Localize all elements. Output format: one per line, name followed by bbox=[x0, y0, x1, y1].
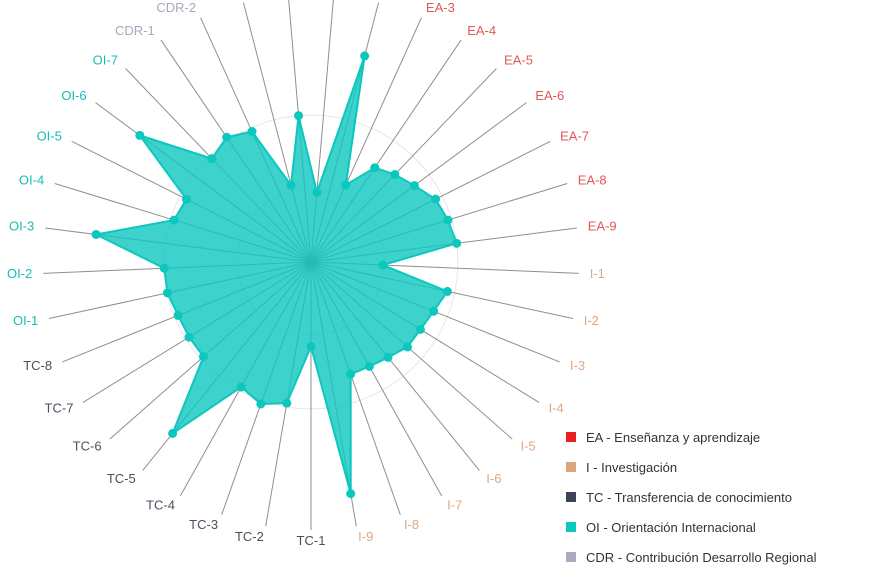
data-point-cdr-1[interactable] bbox=[222, 132, 232, 142]
data-point-i-9[interactable] bbox=[346, 489, 356, 499]
axis-label-oi-7: OI-7 bbox=[93, 53, 118, 68]
axis-label-tc-7: TC-7 bbox=[45, 400, 74, 415]
axis-label-ea-7: EA-7 bbox=[560, 128, 589, 143]
axis-label-oi-4: OI-4 bbox=[19, 172, 44, 187]
axis-label-ea-5: EA-5 bbox=[504, 53, 533, 68]
data-point-tc-1[interactable] bbox=[306, 341, 316, 351]
data-point-ea-7[interactable] bbox=[431, 194, 441, 204]
legend-item-i[interactable]: I - Investigación bbox=[566, 452, 816, 482]
legend-swatch-cdr bbox=[566, 552, 576, 562]
legend-item-tc[interactable]: TC - Transferencia de conocimiento bbox=[566, 482, 816, 512]
data-point-oi-5[interactable] bbox=[181, 194, 191, 204]
axis-label-ea-4: EA-4 bbox=[467, 23, 496, 38]
legend-label-i: I - Investigación bbox=[586, 459, 678, 475]
axis-label-tc-3: TC-3 bbox=[189, 517, 218, 532]
axis-label-cdr-1: CDR-1 bbox=[115, 23, 155, 38]
legend-swatch-ea bbox=[566, 432, 576, 442]
legend-item-cdr[interactable]: CDR - Contribución Desarrollo Regional bbox=[566, 542, 816, 572]
axis-label-tc-6: TC-6 bbox=[73, 438, 102, 453]
radar-series bbox=[95, 54, 458, 495]
axis-label-i-7: I-7 bbox=[447, 498, 462, 513]
axis-label-ea-9: EA-9 bbox=[588, 219, 617, 234]
legend-swatch-oi bbox=[566, 522, 576, 532]
radar-points bbox=[91, 51, 462, 499]
axis-label-ea-6: EA-6 bbox=[535, 88, 564, 103]
data-point-tc-5[interactable] bbox=[168, 428, 178, 438]
axis-label-tc-4: TC-4 bbox=[146, 498, 175, 513]
data-point-tc-6[interactable] bbox=[199, 352, 209, 362]
data-point-ea-9[interactable] bbox=[452, 238, 462, 248]
data-point-ea-5[interactable] bbox=[390, 170, 400, 180]
data-point-ea-2[interactable] bbox=[360, 51, 370, 61]
axis-label-i-2: I-2 bbox=[584, 313, 599, 328]
data-point-i-8[interactable] bbox=[346, 369, 356, 379]
axis-label-tc-2: TC-2 bbox=[235, 529, 264, 544]
data-point-oi-6[interactable] bbox=[135, 130, 145, 140]
axis-label-i-1: I-1 bbox=[590, 266, 605, 281]
data-point-tc-8[interactable] bbox=[173, 310, 183, 320]
legend-item-oi[interactable]: OI - Orientación Internacional bbox=[566, 512, 816, 542]
axis-label-tc-1: TC-1 bbox=[297, 533, 326, 548]
legend-item-ea[interactable]: EA - Enseñanza y aprendizaje bbox=[566, 422, 816, 452]
axis-label-i-6: I-6 bbox=[486, 471, 501, 486]
radar-axis-labels: EA-1EA-2EA-3EA-4EA-5EA-6EA-7EA-8EA-9I-1I… bbox=[7, 0, 617, 548]
axis-label-cdr-2: CDR-2 bbox=[156, 0, 196, 15]
axis-label-oi-5: OI-5 bbox=[37, 128, 62, 143]
data-point-cdr-4[interactable] bbox=[294, 111, 304, 121]
data-point-oi-1[interactable] bbox=[162, 288, 172, 298]
data-point-ea-4[interactable] bbox=[370, 163, 380, 173]
data-point-i-4[interactable] bbox=[415, 324, 425, 334]
axis-label-i-5: I-5 bbox=[520, 438, 535, 453]
data-point-i-6[interactable] bbox=[383, 352, 393, 362]
axis-label-i-9: I-9 bbox=[358, 529, 373, 544]
axis-label-oi-2: OI-2 bbox=[7, 266, 32, 281]
data-point-i-5[interactable] bbox=[402, 342, 412, 352]
data-point-ea-1[interactable] bbox=[312, 187, 322, 197]
legend-swatch-i bbox=[566, 462, 576, 472]
axis-label-oi-3: OI-3 bbox=[9, 219, 34, 234]
data-point-tc-4[interactable] bbox=[236, 382, 246, 392]
data-point-ea-8[interactable] bbox=[443, 215, 453, 225]
data-point-oi-3[interactable] bbox=[91, 229, 101, 239]
legend-swatch-tc bbox=[566, 492, 576, 502]
legend-label-cdr: CDR - Contribución Desarrollo Regional bbox=[586, 549, 817, 565]
data-point-ea-3[interactable] bbox=[341, 180, 351, 190]
data-point-i-1[interactable] bbox=[378, 260, 388, 270]
data-point-tc-3[interactable] bbox=[256, 399, 266, 409]
data-point-oi-7[interactable] bbox=[207, 154, 217, 164]
axis-label-oi-6: OI-6 bbox=[61, 88, 86, 103]
data-point-cdr-3[interactable] bbox=[286, 180, 296, 190]
legend-label-oi: OI - Orientación Internacional bbox=[586, 519, 756, 535]
axis-label-i-8: I-8 bbox=[404, 517, 419, 532]
data-point-i-3[interactable] bbox=[429, 306, 439, 316]
legend-label-ea: EA - Enseñanza y aprendizaje bbox=[586, 429, 761, 445]
axis-label-ea-8: EA-8 bbox=[578, 172, 607, 187]
axis-label-tc-8: TC-8 bbox=[23, 358, 52, 373]
axis-label-oi-1: OI-1 bbox=[13, 313, 38, 328]
data-point-cdr-2[interactable] bbox=[247, 127, 257, 137]
data-point-tc-7[interactable] bbox=[184, 332, 194, 342]
legend: EA - Enseñanza y aprendizaje I - Investi… bbox=[566, 422, 816, 572]
legend-label-tc: TC - Transferencia de conocimiento bbox=[586, 489, 792, 505]
data-point-i-7[interactable] bbox=[364, 362, 374, 372]
data-point-oi-2[interactable] bbox=[159, 263, 169, 273]
axis-label-i-3: I-3 bbox=[570, 358, 585, 373]
series-area bbox=[95, 54, 458, 495]
data-point-i-2[interactable] bbox=[442, 286, 452, 296]
data-point-oi-4[interactable] bbox=[169, 215, 179, 225]
axis-label-ea-3: EA-3 bbox=[426, 0, 455, 15]
axis-label-tc-5: TC-5 bbox=[107, 471, 136, 486]
data-point-tc-2[interactable] bbox=[282, 398, 292, 408]
axis-label-i-4: I-4 bbox=[549, 400, 564, 415]
data-point-ea-6[interactable] bbox=[409, 181, 419, 191]
